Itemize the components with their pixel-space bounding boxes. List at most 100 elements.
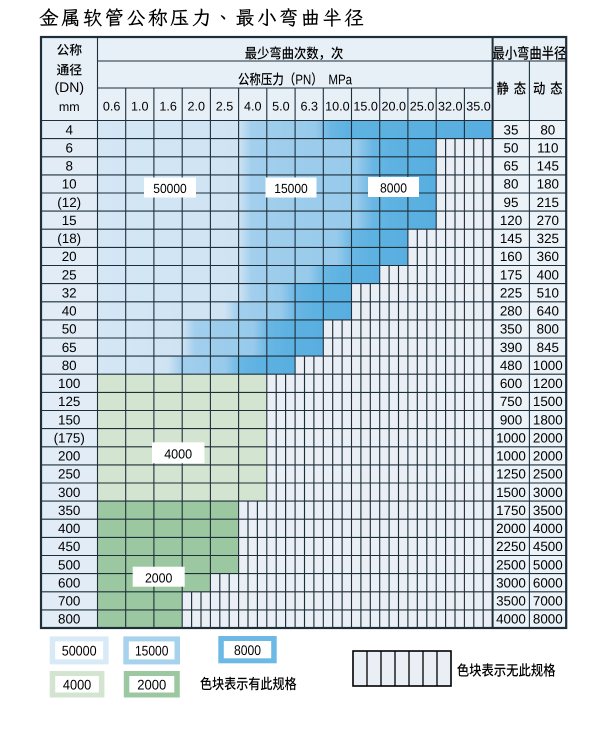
svg-text:145: 145 (500, 231, 522, 246)
svg-text:2000: 2000 (496, 521, 526, 536)
svg-text:2000: 2000 (533, 449, 563, 464)
svg-text:250: 250 (58, 467, 80, 482)
svg-text:15000: 15000 (274, 181, 308, 196)
svg-text:600: 600 (58, 576, 80, 591)
svg-text:1500: 1500 (533, 394, 563, 409)
svg-text:2.0: 2.0 (188, 100, 206, 114)
svg-text:800: 800 (537, 322, 559, 337)
svg-text:2000: 2000 (533, 431, 563, 446)
svg-text:10.0: 10.0 (325, 100, 350, 114)
svg-text:25: 25 (62, 267, 77, 282)
svg-text:2000: 2000 (145, 570, 173, 585)
svg-text:65: 65 (504, 159, 519, 174)
svg-text:50000: 50000 (62, 643, 97, 659)
svg-text:2500: 2500 (533, 467, 563, 482)
svg-text:0.6: 0.6 (103, 100, 121, 114)
svg-text:50000: 50000 (153, 181, 187, 196)
svg-text:300: 300 (58, 485, 80, 500)
svg-text:125: 125 (58, 394, 80, 409)
svg-text:145: 145 (537, 159, 559, 174)
svg-text:3500: 3500 (533, 503, 563, 518)
svg-text:400: 400 (58, 521, 80, 536)
svg-text:25.0: 25.0 (410, 100, 435, 114)
svg-text:400: 400 (537, 267, 559, 282)
svg-text:32: 32 (62, 286, 77, 301)
svg-text:150: 150 (58, 412, 80, 427)
svg-text:280: 280 (500, 304, 522, 319)
svg-text:180: 180 (537, 177, 559, 192)
svg-text:50: 50 (62, 322, 77, 337)
svg-text:2.5: 2.5 (216, 100, 234, 114)
svg-text:50: 50 (504, 141, 519, 156)
svg-text:120: 120 (500, 213, 522, 228)
svg-text:2000: 2000 (137, 677, 166, 693)
svg-text:2250: 2250 (496, 539, 526, 554)
svg-text:800: 800 (58, 612, 80, 627)
svg-text:1000: 1000 (496, 449, 526, 464)
svg-text:3000: 3000 (533, 485, 563, 500)
svg-text:6000: 6000 (533, 576, 563, 591)
svg-text:15000: 15000 (135, 643, 169, 659)
svg-text:1000: 1000 (533, 358, 563, 373)
svg-text:1750: 1750 (496, 503, 526, 518)
svg-text:40: 40 (62, 304, 77, 319)
svg-text:2500: 2500 (496, 557, 526, 572)
svg-text:6: 6 (65, 141, 72, 156)
svg-text:5000: 5000 (533, 557, 563, 572)
svg-text:350: 350 (500, 322, 522, 337)
svg-text:95: 95 (504, 195, 519, 210)
svg-text:110: 110 (537, 141, 558, 156)
svg-text:(DN): (DN) (55, 79, 85, 95)
svg-text:8000: 8000 (234, 642, 261, 658)
svg-text:270: 270 (537, 213, 559, 228)
svg-text:8000: 8000 (533, 612, 563, 627)
svg-text:(12): (12) (57, 195, 81, 210)
svg-text:32.0: 32.0 (438, 100, 463, 114)
svg-text:600: 600 (500, 376, 522, 391)
svg-text:325: 325 (537, 231, 559, 246)
svg-text:4: 4 (65, 122, 73, 137)
svg-text:450: 450 (58, 539, 80, 554)
svg-text:7000: 7000 (533, 594, 563, 609)
svg-text:15: 15 (62, 213, 77, 228)
svg-text:1250: 1250 (496, 467, 526, 482)
svg-text:225: 225 (500, 286, 522, 301)
svg-text:1800: 1800 (533, 412, 563, 427)
svg-text:3500: 3500 (496, 594, 526, 609)
svg-text:4000: 4000 (63, 677, 92, 693)
svg-text:80: 80 (540, 122, 555, 137)
svg-text:500: 500 (58, 557, 80, 572)
svg-text:1.0: 1.0 (131, 100, 149, 114)
svg-text:mm: mm (59, 100, 80, 114)
svg-text:360: 360 (537, 249, 559, 264)
svg-text:4000: 4000 (496, 612, 526, 627)
svg-text:20.0: 20.0 (382, 100, 407, 114)
svg-text:65: 65 (62, 340, 77, 355)
svg-text:175: 175 (500, 267, 522, 282)
svg-text:215: 215 (537, 195, 559, 210)
svg-text:6.3: 6.3 (300, 100, 318, 114)
svg-text:350: 350 (58, 503, 80, 518)
svg-text:4000: 4000 (533, 521, 563, 536)
svg-text:80: 80 (504, 177, 519, 192)
svg-text:160: 160 (500, 249, 522, 264)
svg-text:510: 510 (537, 286, 559, 301)
svg-text:35: 35 (504, 122, 519, 137)
svg-text:750: 750 (500, 394, 522, 409)
svg-text:4500: 4500 (533, 539, 563, 554)
svg-text:1500: 1500 (496, 485, 526, 500)
svg-text:8: 8 (65, 159, 72, 174)
svg-text:480: 480 (500, 358, 522, 373)
svg-text:80: 80 (62, 358, 77, 373)
svg-text:8000: 8000 (380, 181, 407, 196)
svg-text:900: 900 (500, 412, 522, 427)
svg-text:200: 200 (58, 449, 80, 464)
svg-text:10: 10 (62, 177, 77, 192)
svg-text:390: 390 (500, 340, 522, 355)
svg-text:1000: 1000 (496, 431, 526, 446)
svg-text:1.6: 1.6 (159, 100, 177, 114)
svg-text:(175): (175) (54, 431, 85, 446)
svg-text:35.0: 35.0 (466, 100, 491, 114)
svg-text:100: 100 (58, 376, 80, 391)
svg-text:4.0: 4.0 (244, 100, 262, 114)
